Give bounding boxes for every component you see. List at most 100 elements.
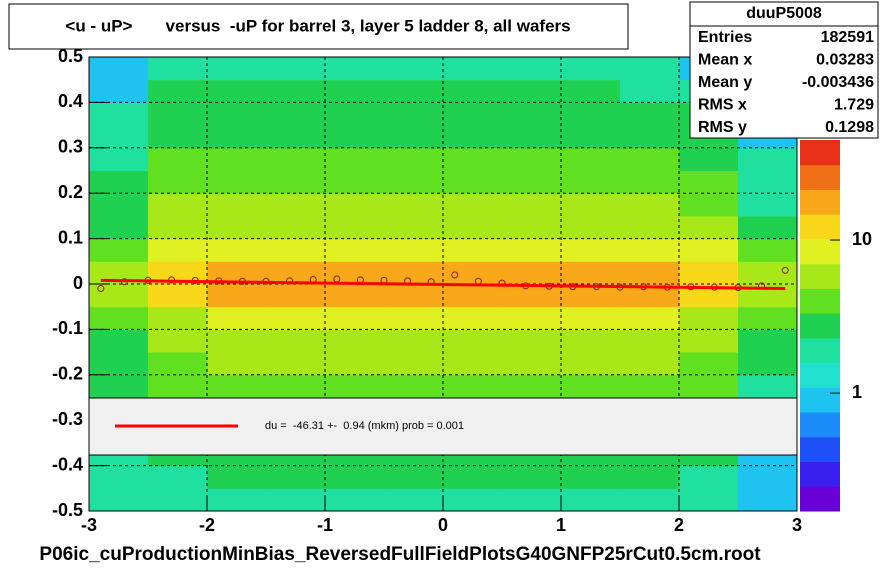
heat-cell (266, 170, 326, 194)
profile-point (781, 266, 789, 274)
heat-cell (561, 465, 621, 489)
y-tick-label: 0.2 (58, 182, 83, 202)
heat-cell (207, 284, 267, 308)
heat-cell (325, 125, 385, 149)
heat-cell (148, 215, 208, 240)
heat-cell (443, 352, 503, 376)
heat-cell (738, 465, 798, 489)
y-tick-label: 0.4 (58, 91, 83, 111)
heat-cell (384, 79, 444, 103)
heat-cell (620, 125, 680, 149)
heat-cell (266, 215, 326, 240)
heat-cell (89, 125, 149, 149)
heat-cell (738, 261, 798, 285)
heat-cell (679, 306, 739, 330)
heat-cell (384, 329, 444, 353)
heat-cell (325, 170, 385, 194)
heat-cell (148, 374, 208, 398)
heat-cell (620, 238, 680, 262)
stats-label: Mean x (698, 52, 752, 69)
heat-cell (443, 261, 503, 285)
heat-cell (679, 261, 739, 285)
heat-cell (266, 238, 326, 262)
heat-cell (443, 329, 503, 353)
heat-cell (384, 374, 444, 398)
heat-cell (207, 488, 267, 512)
heat-cell (679, 193, 739, 217)
heat-cell (207, 193, 267, 217)
heat-cell (384, 284, 444, 308)
heat-cell (89, 465, 149, 489)
stats-box (689, 1, 879, 139)
x-tick-label: -3 (81, 515, 97, 535)
heat-cell (89, 374, 149, 398)
heat-cell (502, 374, 562, 398)
stats-label: Entries (698, 29, 752, 46)
heat-cell (620, 215, 680, 240)
color-bar-step (800, 288, 840, 314)
heat-cell (738, 193, 798, 217)
profile-point (451, 271, 459, 279)
heat-cell (620, 102, 680, 126)
heat-cell (148, 147, 208, 171)
heat-cell (89, 488, 149, 512)
heat-cell (443, 79, 503, 103)
color-bar-step (800, 263, 840, 289)
heat-cell (502, 215, 562, 240)
heat-cell (620, 193, 680, 217)
heat-cell (384, 488, 444, 512)
x-tick-label: 3 (792, 515, 802, 535)
heat-cell (325, 193, 385, 217)
legend-label: du = -46.31 +- 0.94 (mkm) prob = 0.001 (265, 420, 464, 432)
heat-cell (443, 465, 503, 489)
heat-cell (266, 125, 326, 149)
heat-cell (148, 79, 208, 103)
heat-cell (207, 306, 267, 330)
stats-value: -0.003436 (802, 74, 874, 91)
y-tick-label: -0.5 (52, 500, 83, 520)
heat-cell (443, 125, 503, 149)
color-bar-step (800, 436, 840, 463)
stats-value: 0.03283 (816, 52, 874, 69)
y-tick-label: -0.1 (52, 318, 83, 338)
heat-cell (620, 352, 680, 376)
heat-cell (207, 79, 267, 103)
heat-cell (325, 79, 385, 103)
heat-cell (502, 147, 562, 171)
x-tick-label: -1 (317, 515, 333, 535)
heat-cell (325, 374, 385, 398)
color-bar-step (800, 313, 840, 339)
y-tick-label: -0.4 (52, 454, 83, 474)
heat-cell (502, 465, 562, 489)
heat-cell (266, 79, 326, 103)
heat-cell (443, 488, 503, 512)
heat-cell (561, 170, 621, 194)
heat-cell (148, 329, 208, 353)
heat-cell (148, 488, 208, 512)
heat-cell (384, 193, 444, 217)
heat-cell (207, 170, 267, 194)
color-bar-step (800, 337, 840, 364)
heat-cell (266, 488, 326, 512)
heat-cell (384, 352, 444, 376)
heat-cell (738, 215, 798, 240)
heat-cell (561, 238, 621, 262)
heat-cell (148, 352, 208, 376)
heat-cell (148, 284, 208, 308)
color-bar-step (800, 412, 840, 438)
stats-label: RMS y (698, 119, 747, 136)
heat-cell (679, 215, 739, 240)
heat-cell (738, 238, 798, 262)
fit-line (100, 278, 786, 291)
heat-cell (207, 125, 267, 149)
heat-cell (502, 57, 562, 81)
heat-cell (443, 374, 503, 398)
heat-cell (561, 193, 621, 217)
color-bar-step (800, 164, 840, 190)
heat-cell (325, 284, 385, 308)
heat-cell (679, 374, 739, 398)
y-tick-label: 0.1 (58, 227, 83, 247)
heat-cell (266, 57, 326, 81)
heat-cell (384, 306, 444, 330)
